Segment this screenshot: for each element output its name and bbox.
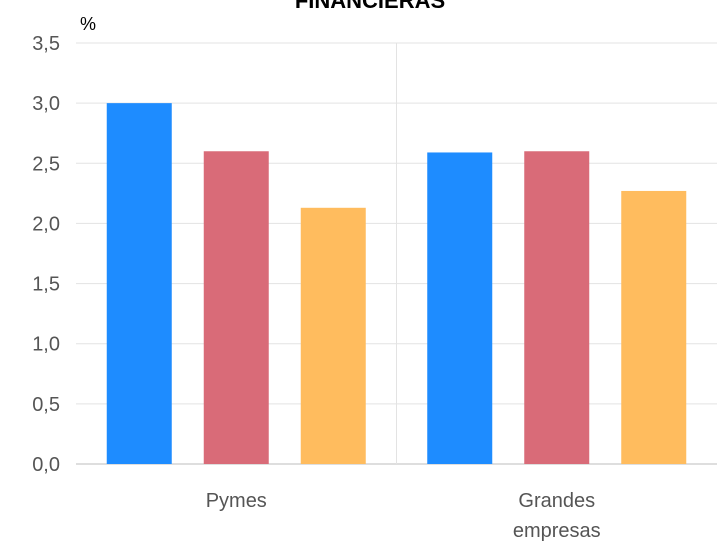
y-tick-label: 1,5 xyxy=(32,274,60,296)
bar xyxy=(427,152,493,464)
bar xyxy=(203,151,269,464)
y-tick-label: 3,5 xyxy=(32,33,60,55)
y-tick-label: 0,0 xyxy=(32,454,60,476)
x-category-label: Grandes xyxy=(518,490,595,512)
x-axis-categories: Pymes Grandes empresas xyxy=(206,490,601,542)
y-tick-label: 2,0 xyxy=(32,213,60,235)
y-tick-label: 0,5 xyxy=(32,394,60,416)
y-axis-unit: % xyxy=(80,14,96,34)
y-tick-label: 1,0 xyxy=(32,334,60,356)
gridlines xyxy=(76,42,717,465)
x-category-label: empresas xyxy=(513,520,601,542)
bars xyxy=(106,103,687,465)
chart-title: FINANCIERAS xyxy=(295,0,445,13)
x-category-label: Pymes xyxy=(206,490,267,512)
y-axis-ticks: 0,0 0,5 1,0 1,5 2,0 2,5 3,0 3,5 xyxy=(32,33,60,476)
y-tick-label: 2,5 xyxy=(32,153,60,175)
bar xyxy=(300,207,366,464)
y-tick-label: 3,0 xyxy=(32,93,60,115)
bar xyxy=(524,151,590,464)
bar xyxy=(621,190,687,465)
bar xyxy=(106,103,172,465)
